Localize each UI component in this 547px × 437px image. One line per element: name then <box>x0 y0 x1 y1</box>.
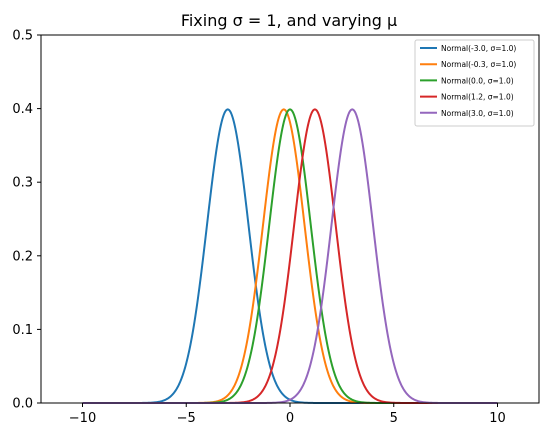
y-tick-label: 0.3 <box>12 176 33 191</box>
x-tick-label: 0 <box>286 411 294 426</box>
chart-title: Fixing σ = 1, and varying μ <box>181 11 397 30</box>
legend-label: Normal(1.2, σ=1.0) <box>441 93 514 102</box>
legend-label: Normal(-3.0, σ=1.0) <box>441 44 516 53</box>
x-tick-label: −10 <box>69 411 96 426</box>
y-tick-label: 0.5 <box>12 29 33 44</box>
y-tick-label: 0.4 <box>12 102 33 117</box>
legend-label: Normal(-0.3, σ=1.0) <box>441 60 516 69</box>
y-tick-label: 0.0 <box>12 397 33 412</box>
x-tick-label: 10 <box>489 411 506 426</box>
y-tick-label: 0.2 <box>12 249 33 264</box>
legend-box <box>414 39 535 127</box>
legend-label: Normal(3.0, σ=1.0) <box>441 109 514 118</box>
x-tick-label: −5 <box>177 411 196 426</box>
series-line-3 <box>82 108 498 404</box>
x-tick-label: 5 <box>390 411 398 426</box>
legend-label: Normal(0.0, σ=1.0) <box>441 76 514 85</box>
y-tick-label: 0.1 <box>12 323 33 338</box>
